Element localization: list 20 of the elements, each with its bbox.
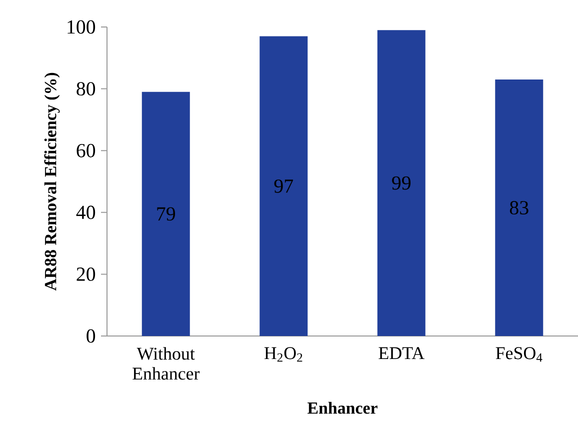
y-tick-label: 40 (76, 206, 96, 220)
data-label: 79 (157, 207, 176, 221)
data-label: 99 (392, 176, 411, 190)
data-label: 83 (510, 201, 528, 214)
x-tick-label: EDTA (378, 347, 424, 360)
x-tick-label: FeSO$_{4}$ (496, 347, 542, 362)
x-axis-title: Enhancer (308, 402, 378, 414)
y-tick-label: 20 (76, 267, 96, 281)
bar (142, 92, 190, 336)
y-tick-label: 100 (68, 20, 96, 34)
bar (495, 80, 544, 336)
bar (260, 36, 308, 336)
y-tick-label: 80 (76, 82, 96, 96)
y-tick-label: 0 (86, 329, 96, 343)
y-tick-label: 60 (76, 144, 96, 158)
x-tick-label: H$_{2}$O$_{2}$ (264, 347, 302, 362)
x-tick-label: Without Enhancer (132, 347, 200, 380)
bar (377, 30, 426, 336)
y-axis-title: AR88 Removal Efficiency (%) (44, 72, 60, 291)
data-label: 97 (274, 179, 294, 193)
